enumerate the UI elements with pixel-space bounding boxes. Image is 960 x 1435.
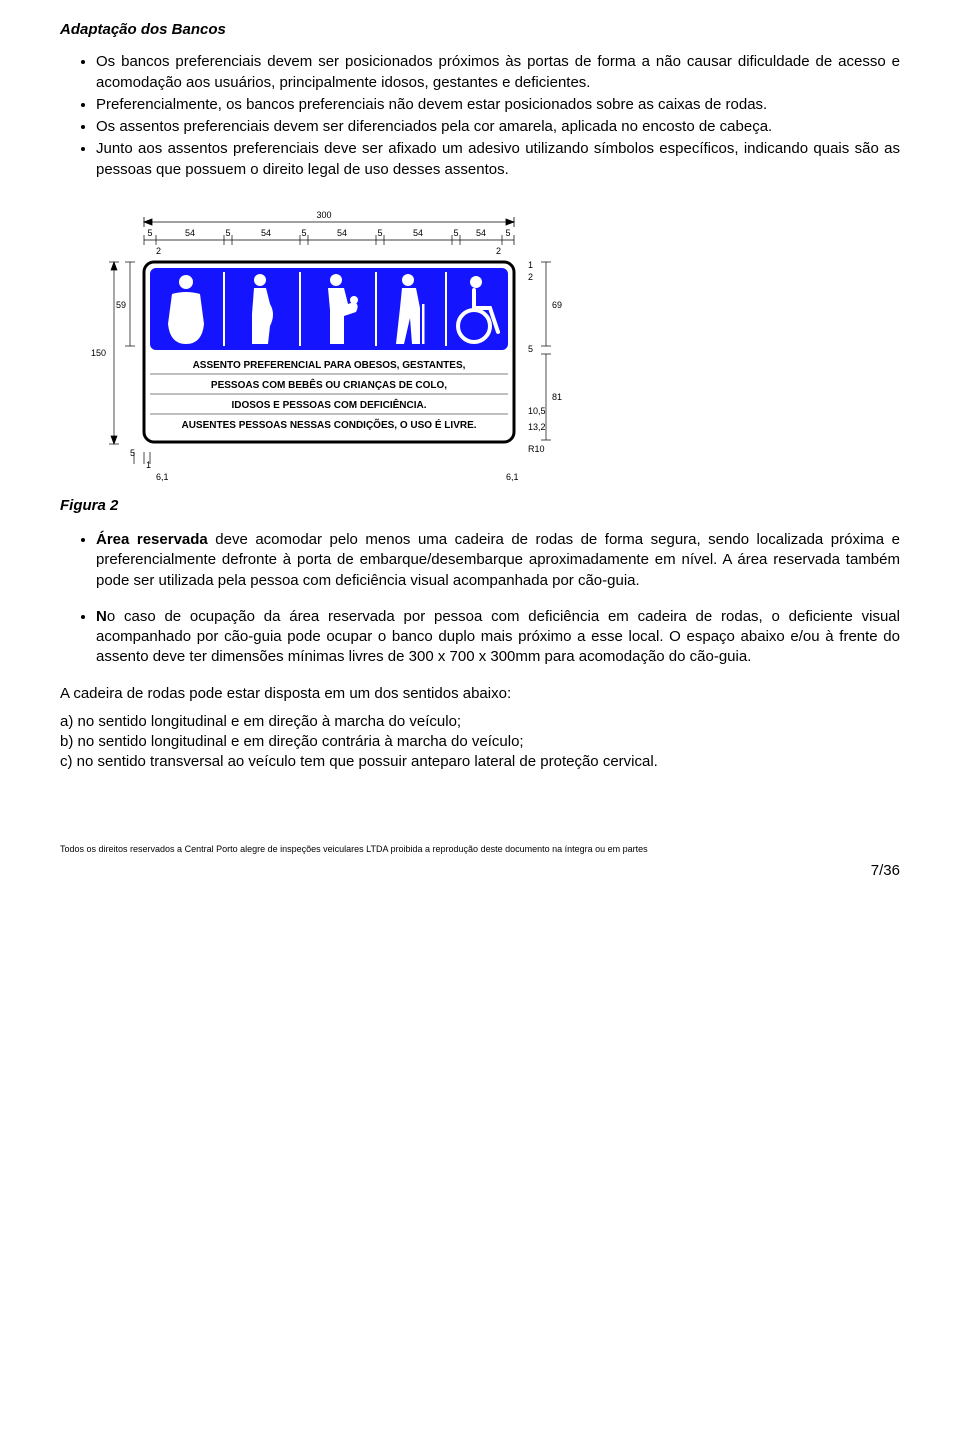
priority-seat-sign-svg: 300 5 54 5 54 5 54 5 54 5 54 5 2 2 150 5… <box>84 204 564 484</box>
svg-text:R10: R10 <box>528 444 545 454</box>
bullet-item: Preferencialmente, os bancos preferencia… <box>96 95 900 115</box>
svg-text:54: 54 <box>337 228 347 238</box>
plain-list: a) no sentido longitudinal e em direção … <box>60 712 900 773</box>
svg-text:5: 5 <box>453 228 458 238</box>
svg-text:1: 1 <box>146 460 151 470</box>
bullet-item: Área reservada deve acomodar pelo menos … <box>96 530 900 591</box>
bullet-item: No caso de ocupação da área reservada po… <box>96 607 900 668</box>
figure-2: 300 5 54 5 54 5 54 5 54 5 54 5 2 2 150 5… <box>84 204 900 484</box>
figure-label: Figura 2 <box>60 496 900 516</box>
page-number: 7/36 <box>60 861 900 881</box>
list-line: c) no sentido transversal ao veículo tem… <box>60 752 900 772</box>
svg-text:150: 150 <box>91 348 106 358</box>
svg-text:2: 2 <box>528 272 533 282</box>
svg-text:81: 81 <box>552 392 562 402</box>
svg-text:54: 54 <box>261 228 271 238</box>
sign-blue-panel <box>150 268 508 350</box>
svg-text:2: 2 <box>496 246 501 256</box>
svg-text:5: 5 <box>505 228 510 238</box>
svg-text:10,5: 10,5 <box>528 406 546 416</box>
svg-text:69: 69 <box>552 300 562 310</box>
svg-text:IDOSOS E PESSOAS COM DEFICIÊNC: IDOSOS E PESSOAS COM DEFICIÊNCIA. <box>231 398 426 411</box>
svg-text:5: 5 <box>377 228 382 238</box>
bullet-item: Os assentos preferenciais devem ser dife… <box>96 117 900 137</box>
footer-rights: Todos os direitos reservados a Central P… <box>60 843 900 855</box>
bullet-item: Junto aos assentos preferenciais deve se… <box>96 139 900 180</box>
svg-text:1: 1 <box>528 260 533 270</box>
svg-text:AUSENTES PESSOAS NESSAS CONDIÇ: AUSENTES PESSOAS NESSAS CONDIÇÕES, O USO… <box>181 418 476 431</box>
svg-text:2: 2 <box>156 246 161 256</box>
svg-text:13,2: 13,2 <box>528 422 546 432</box>
dim-300: 300 <box>316 210 331 220</box>
svg-text:54: 54 <box>413 228 423 238</box>
svg-text:5: 5 <box>528 344 533 354</box>
bullet-list-2: Área reservada deve acomodar pelo menos … <box>96 530 900 668</box>
svg-text:5: 5 <box>301 228 306 238</box>
svg-text:54: 54 <box>185 228 195 238</box>
svg-text:PESSOAS COM BEBÊS OU CRIANÇAS: PESSOAS COM BEBÊS OU CRIANÇAS DE COLO, <box>211 378 447 391</box>
svg-text:6,1: 6,1 <box>156 472 169 482</box>
plain-intro: A cadeira de rodas pode estar disposta e… <box>60 684 900 704</box>
svg-text:59: 59 <box>116 300 126 310</box>
list-line: b) no sentido longitudinal e em direção … <box>60 732 900 752</box>
svg-text:5: 5 <box>130 448 135 458</box>
list-line: a) no sentido longitudinal e em direção … <box>60 712 900 732</box>
svg-text:ASSENTO PREFERENCIAL PARA OBES: ASSENTO PREFERENCIAL PARA OBESOS, GESTAN… <box>193 360 466 371</box>
svg-text:6,1: 6,1 <box>506 472 519 482</box>
bullet-list-1: Os bancos preferenciais devem ser posici… <box>96 52 900 180</box>
svg-text:5: 5 <box>225 228 230 238</box>
svg-text:5: 5 <box>147 228 152 238</box>
section-title: Adaptação dos Bancos <box>60 20 900 40</box>
bullet-item: Os bancos preferenciais devem ser posici… <box>96 52 900 93</box>
svg-text:54: 54 <box>476 228 486 238</box>
